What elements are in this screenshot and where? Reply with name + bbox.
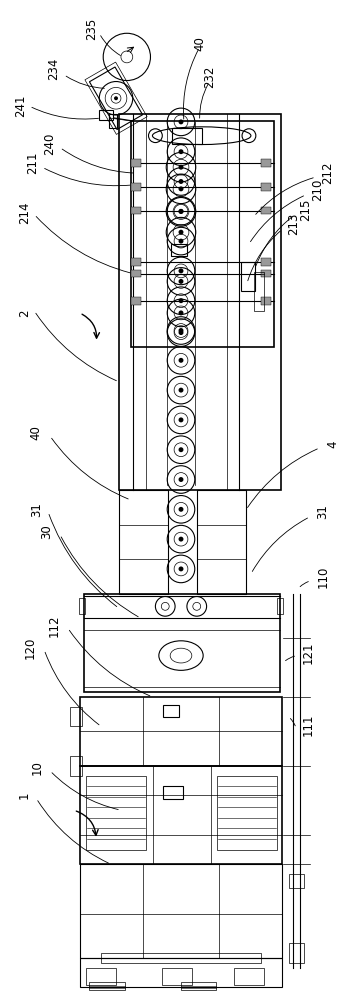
Bar: [172, 128, 202, 144]
Circle shape: [178, 507, 184, 512]
Text: 111: 111: [302, 713, 315, 736]
Bar: [131, 121, 274, 347]
Text: 210: 210: [311, 179, 324, 201]
Circle shape: [178, 310, 184, 315]
Circle shape: [178, 537, 184, 542]
Text: 121: 121: [302, 641, 315, 664]
Text: 2: 2: [18, 309, 31, 317]
Bar: [163, 705, 179, 717]
Bar: [261, 207, 271, 214]
Bar: [163, 786, 183, 799]
Bar: [99, 110, 113, 120]
Bar: [131, 258, 140, 266]
Circle shape: [178, 358, 184, 363]
Bar: [80, 864, 282, 958]
Bar: [171, 244, 187, 256]
Bar: [70, 756, 81, 776]
Circle shape: [178, 209, 184, 214]
Text: 40: 40: [193, 36, 206, 51]
Text: 215: 215: [299, 198, 312, 221]
Circle shape: [178, 268, 184, 273]
Bar: [162, 968, 192, 985]
Circle shape: [178, 388, 184, 393]
Bar: [80, 766, 282, 864]
Bar: [261, 297, 271, 305]
Circle shape: [178, 186, 184, 191]
Bar: [261, 258, 271, 266]
Text: 30: 30: [41, 524, 54, 539]
Bar: [289, 943, 304, 963]
Text: 31: 31: [316, 504, 329, 519]
Text: 4: 4: [326, 440, 339, 448]
Text: 110: 110: [316, 566, 329, 588]
Circle shape: [178, 417, 184, 422]
Text: 211: 211: [26, 152, 39, 174]
Bar: [87, 968, 116, 985]
Bar: [153, 766, 211, 864]
Bar: [181, 982, 216, 990]
Bar: [261, 183, 271, 191]
Bar: [131, 159, 140, 167]
Bar: [261, 159, 271, 167]
Bar: [277, 598, 283, 614]
Bar: [89, 982, 125, 990]
Bar: [70, 707, 81, 726]
Circle shape: [178, 149, 184, 154]
Circle shape: [178, 298, 184, 303]
Circle shape: [178, 165, 184, 170]
Bar: [254, 272, 264, 311]
Circle shape: [178, 447, 184, 452]
Bar: [234, 968, 264, 985]
Text: 214: 214: [18, 201, 31, 224]
Circle shape: [114, 96, 118, 100]
Bar: [131, 297, 140, 305]
Text: 40: 40: [30, 426, 43, 440]
Circle shape: [178, 330, 184, 335]
Text: 234: 234: [47, 58, 60, 80]
Bar: [87, 776, 146, 850]
Text: 232: 232: [203, 65, 216, 88]
Bar: [131, 183, 140, 191]
Text: 120: 120: [24, 637, 37, 659]
Circle shape: [178, 328, 184, 333]
Bar: [241, 262, 255, 291]
Bar: [84, 594, 281, 692]
Bar: [261, 270, 271, 277]
Text: 31: 31: [30, 502, 43, 517]
Bar: [131, 270, 140, 277]
Circle shape: [178, 179, 184, 184]
Text: 1: 1: [18, 792, 31, 799]
Bar: [101, 953, 261, 963]
Text: 241: 241: [14, 95, 27, 117]
Text: 213: 213: [287, 213, 300, 235]
Bar: [80, 958, 282, 987]
Bar: [131, 207, 140, 214]
Bar: [119, 114, 281, 490]
Bar: [218, 776, 277, 850]
Circle shape: [178, 230, 184, 235]
Bar: [119, 490, 168, 594]
Bar: [79, 598, 85, 614]
Bar: [289, 874, 304, 888]
Text: 240: 240: [43, 132, 56, 155]
Circle shape: [178, 566, 184, 571]
Bar: [80, 697, 282, 766]
Circle shape: [178, 477, 184, 482]
Bar: [197, 490, 246, 594]
Text: 10: 10: [31, 760, 44, 775]
Circle shape: [178, 209, 184, 214]
Circle shape: [178, 119, 184, 124]
Circle shape: [178, 239, 184, 244]
Text: 112: 112: [47, 615, 60, 637]
Text: 212: 212: [321, 162, 334, 184]
Circle shape: [178, 279, 184, 284]
Text: 235: 235: [85, 18, 98, 40]
Bar: [109, 114, 117, 128]
